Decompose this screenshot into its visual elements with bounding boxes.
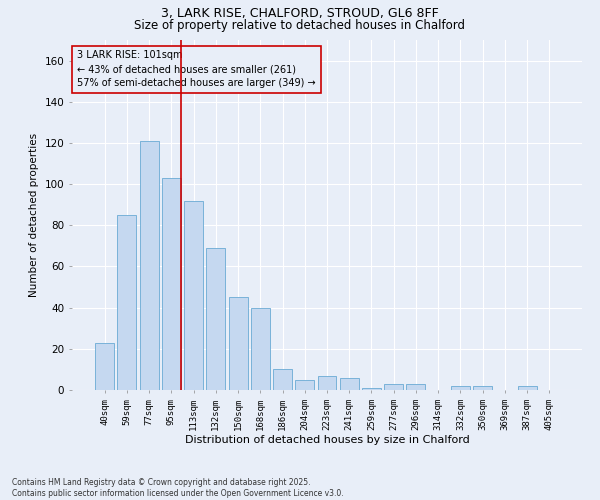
Bar — [362, 388, 381, 390]
Text: 3 LARK RISE: 101sqm
← 43% of detached houses are smaller (261)
57% of semi-detac: 3 LARK RISE: 101sqm ← 43% of detached ho… — [77, 50, 316, 88]
Bar — [406, 384, 425, 390]
Bar — [340, 378, 359, 390]
Bar — [95, 342, 114, 390]
Bar — [140, 141, 158, 390]
Bar — [518, 386, 536, 390]
Bar — [295, 380, 314, 390]
Bar — [206, 248, 225, 390]
Bar — [229, 298, 248, 390]
X-axis label: Distribution of detached houses by size in Chalford: Distribution of detached houses by size … — [185, 436, 469, 446]
Bar — [184, 200, 203, 390]
Bar — [273, 370, 292, 390]
Bar — [451, 386, 470, 390]
Text: Size of property relative to detached houses in Chalford: Size of property relative to detached ho… — [134, 18, 466, 32]
Y-axis label: Number of detached properties: Number of detached properties — [29, 133, 39, 297]
Bar — [473, 386, 492, 390]
Bar — [384, 384, 403, 390]
Bar — [118, 215, 136, 390]
Bar — [162, 178, 181, 390]
Bar — [317, 376, 337, 390]
Text: Contains HM Land Registry data © Crown copyright and database right 2025.
Contai: Contains HM Land Registry data © Crown c… — [12, 478, 344, 498]
Bar — [251, 308, 270, 390]
Text: 3, LARK RISE, CHALFORD, STROUD, GL6 8FF: 3, LARK RISE, CHALFORD, STROUD, GL6 8FF — [161, 8, 439, 20]
